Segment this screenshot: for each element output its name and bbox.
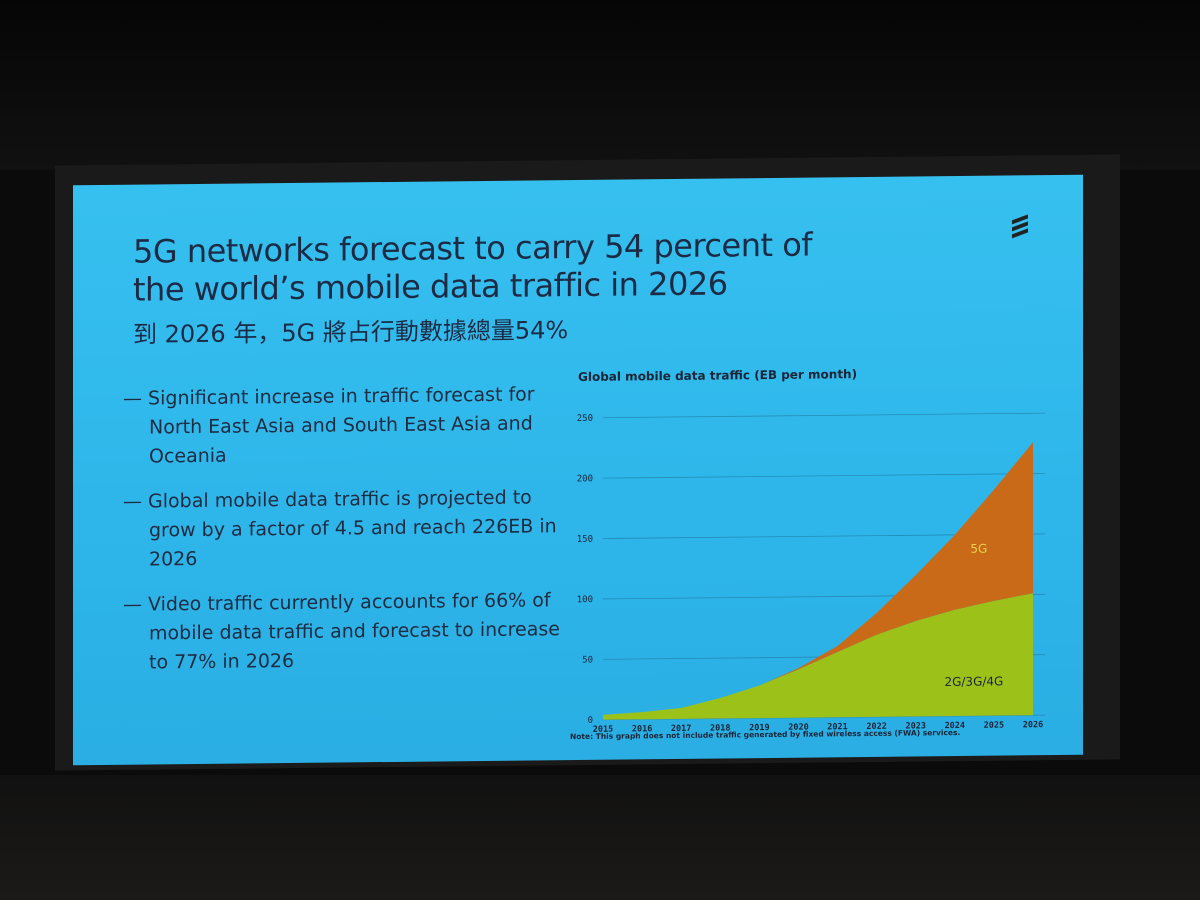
- chart-title: Global mobile data traffic (EB per month…: [578, 367, 858, 384]
- bullet-item: Video traffic currently accounts for 66%…: [123, 586, 563, 678]
- x-tick-label: 2017: [671, 724, 691, 734]
- y-tick-label: 150: [577, 535, 593, 545]
- gridline: [603, 412, 1045, 419]
- x-tick-label: 2026: [1023, 720, 1043, 730]
- y-tick-label: 200: [577, 474, 593, 484]
- x-tick-label: 2019: [749, 723, 769, 733]
- bullet-item: Significant increase in traffic forecast…: [123, 380, 563, 472]
- x-tick-label: 2018: [710, 723, 730, 733]
- presentation-slide: 5G networks forecast to carry 54 percent…: [73, 174, 1083, 766]
- room-background: [0, 0, 1200, 170]
- ericsson-logo-icon: [1012, 214, 1028, 239]
- x-tick-label: 2024: [945, 721, 965, 731]
- gridline: [603, 473, 1045, 479]
- series-label: 5G: [970, 542, 987, 556]
- x-tick-label: 2020: [788, 723, 808, 733]
- x-tick-label: 2016: [632, 724, 652, 734]
- area-series-5g: [603, 442, 1033, 715]
- x-tick-label: 2023: [905, 721, 925, 731]
- y-tick-label: 0: [588, 716, 593, 726]
- y-tick-label: 100: [577, 595, 593, 605]
- x-tick-label: 2022: [866, 722, 886, 732]
- traffic-area-chart: 0 50 100 150 200 250 2G/3G/4G 5G 2015 2016 2017 201…: [577, 412, 1045, 735]
- series-label: 2G/3G/4G: [944, 674, 1003, 689]
- bullet-item: Global mobile data traffic is projected …: [123, 483, 563, 575]
- y-tick-label: 250: [577, 414, 593, 424]
- area-series-2g-3g-4g: [603, 593, 1033, 720]
- slide-title: 5G networks forecast to carry 54 percent…: [133, 225, 813, 309]
- x-tick-label: 2015: [593, 725, 613, 735]
- x-tick-label: 2021: [827, 722, 847, 732]
- audience-area: [0, 775, 1200, 900]
- x-tick-label: 2025: [984, 721, 1004, 731]
- y-tick-label: 50: [582, 655, 593, 665]
- slide-subtitle-chinese: 到 2026 年，5G 將占行動數據總量54%: [133, 316, 569, 349]
- bullet-list: Significant increase in traffic forecast…: [123, 380, 563, 694]
